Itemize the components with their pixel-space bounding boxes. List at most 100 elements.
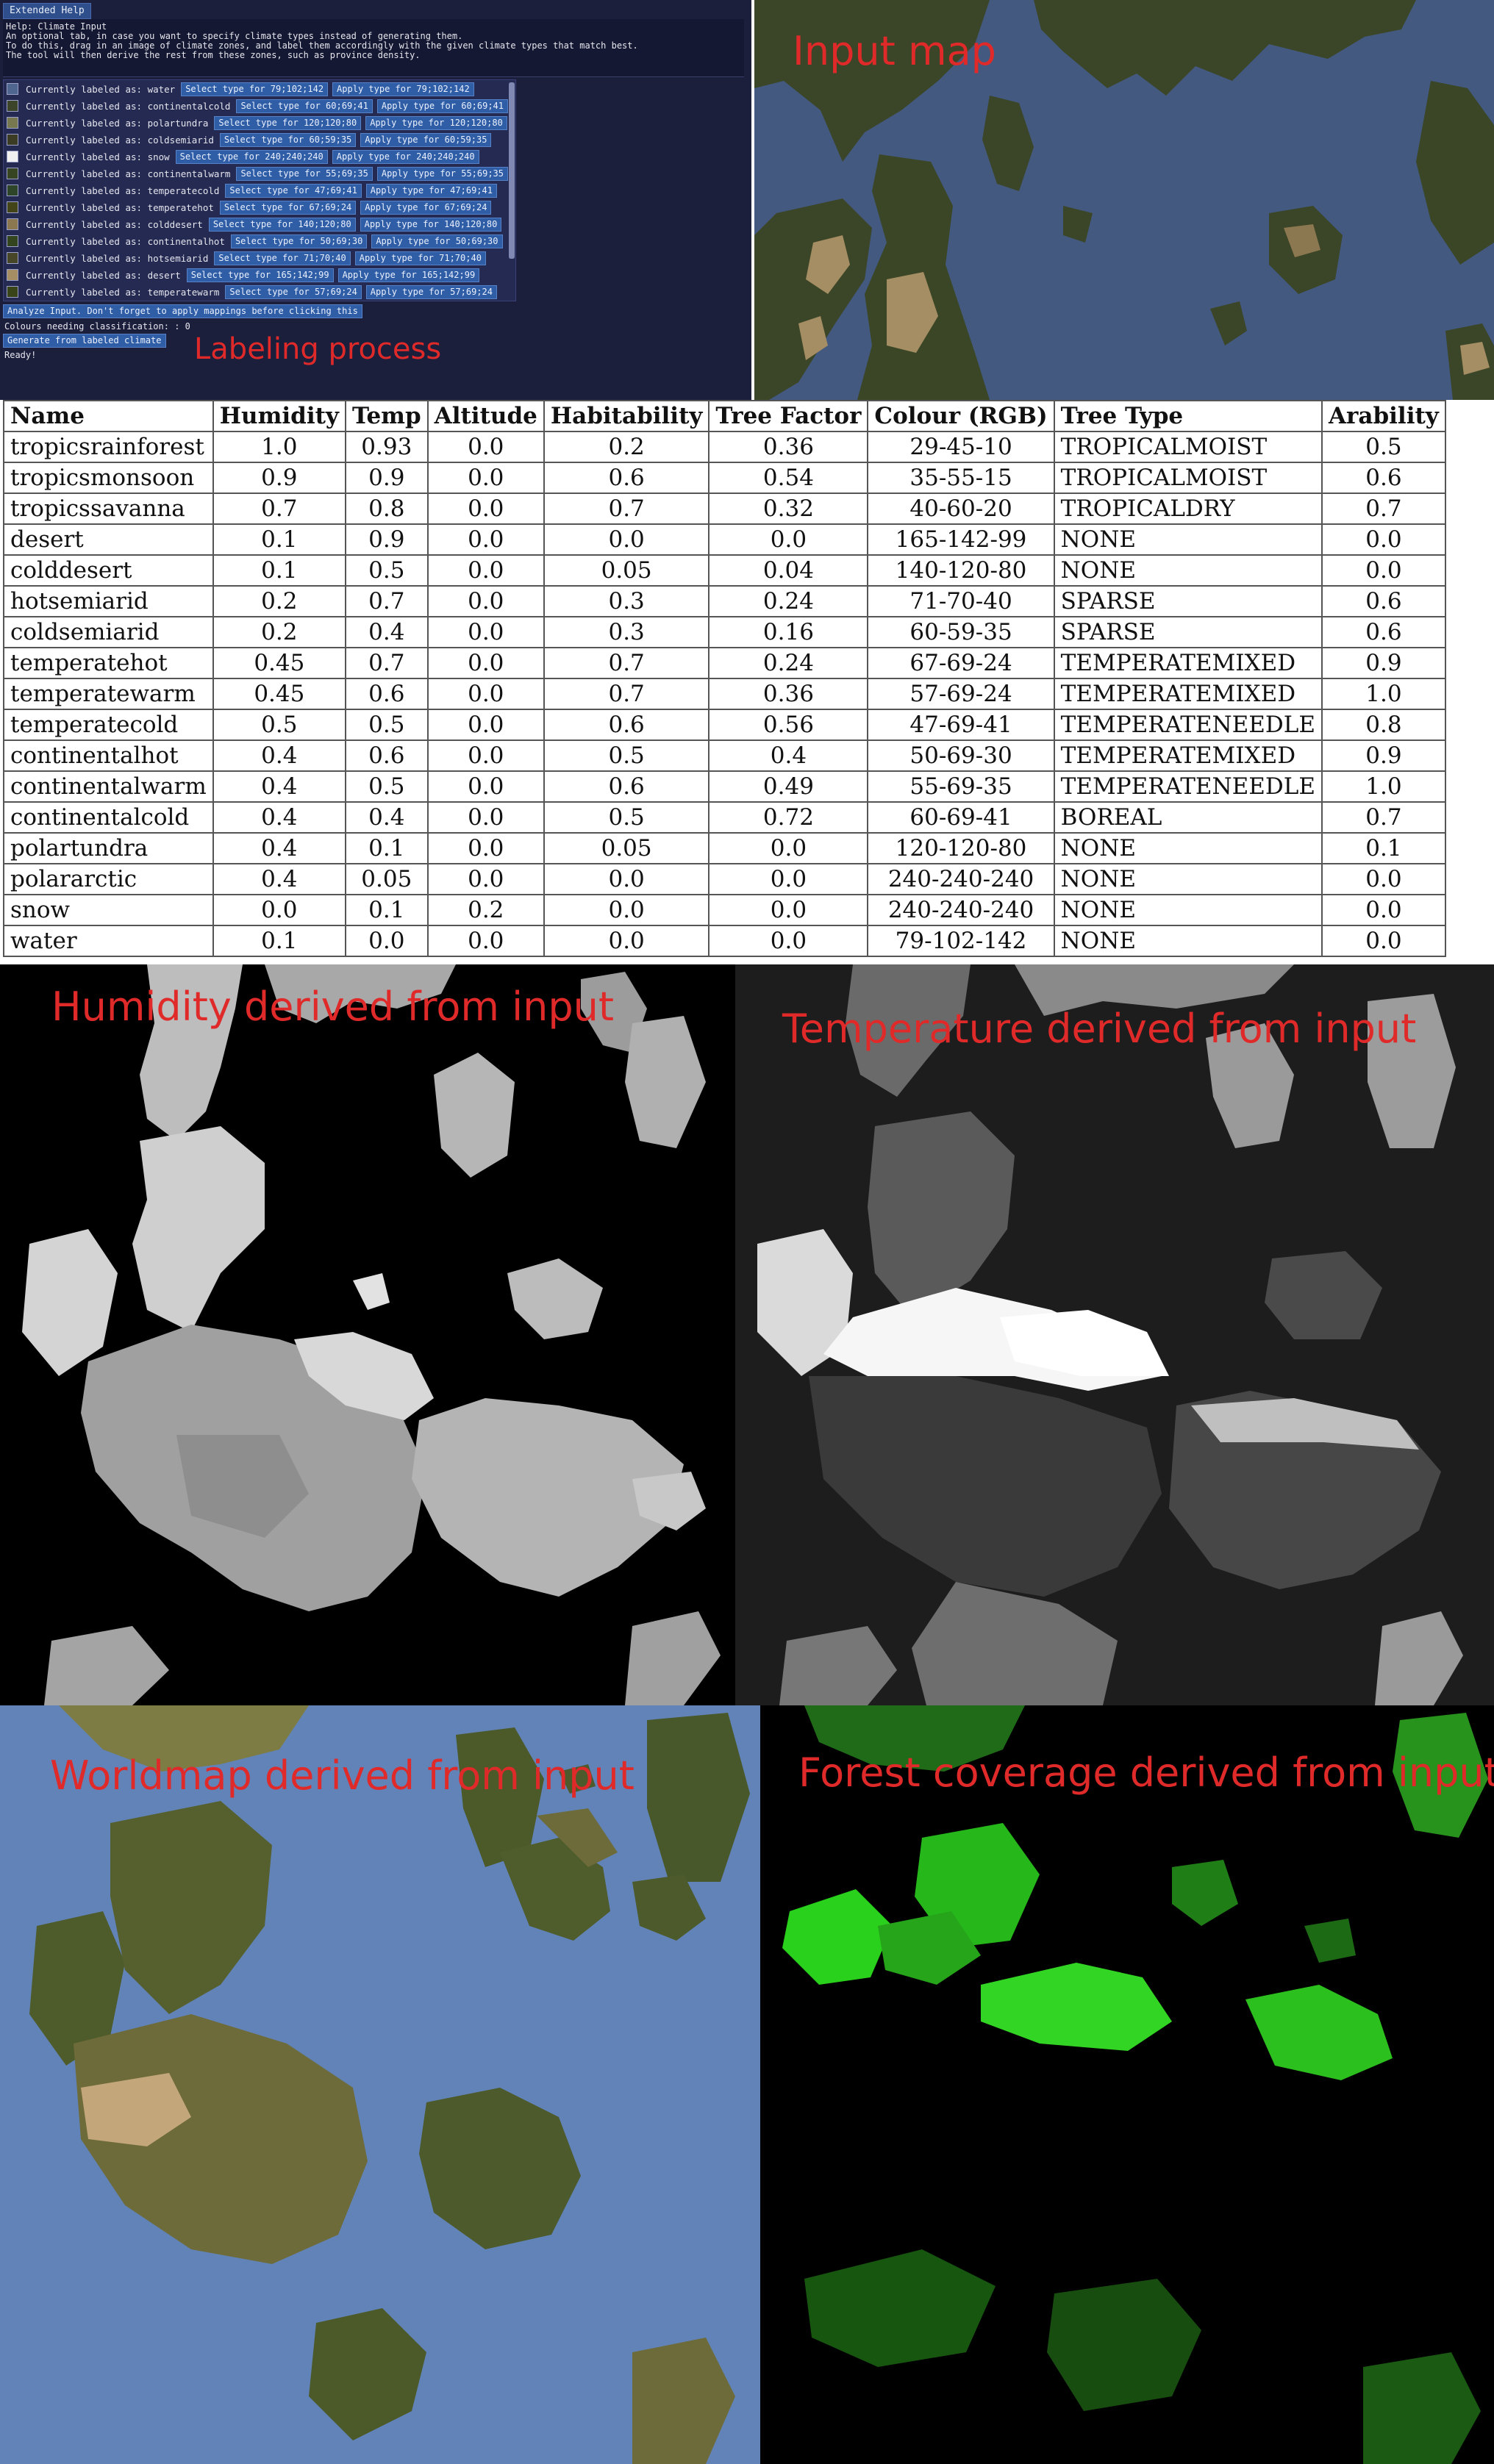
apply-type-button[interactable]: Apply type for 57;69;24 [365,284,497,299]
select-type-button[interactable]: Select type for 47;69;41 [225,183,362,198]
apply-type-button[interactable]: Apply type for 55;69;35 [376,166,509,181]
table-cell: temperatehot [3,647,214,679]
table-cell: 0.7 [543,493,710,525]
input-desert-patch [806,235,850,294]
table-cell: 0.7 [344,585,429,617]
world-landmass [559,1764,596,1794]
table-cell: polararctic [3,863,214,895]
table-cell: 0.9 [212,462,346,494]
column-header: Temp [344,400,429,432]
table-cell: 0.5 [1321,431,1446,463]
table-cell: 0.5 [212,709,346,741]
climate-input-panel: Extended Help Help: Climate Input An opt… [0,0,751,400]
table-cell: 0.7 [543,678,710,710]
table-cell: NONE [1053,832,1323,864]
table-cell: 0.6 [1321,616,1446,648]
table-cell: continentalwarm [3,770,214,803]
table-cell: 0.1 [212,523,346,556]
humidity-landmass [294,1332,434,1420]
apply-type-button[interactable]: Apply type for 50;69;30 [371,234,503,248]
generate-button[interactable]: Generate from labeled climate [3,334,166,348]
apply-type-button[interactable]: Apply type for 120;120;80 [365,115,507,130]
table-cell: 0.0 [708,925,869,957]
apply-type-button[interactable]: Apply type for 47;69;41 [365,183,497,198]
table-cell: 0.4 [212,801,346,834]
zones-scrollbar-thumb[interactable] [509,82,515,259]
analyze-input-button[interactable]: Analyze Input. Don't forget to apply map… [3,304,362,318]
forest-patch [1047,2279,1201,2411]
climate-table: Name Humidity Temp Altitude Habitability… [3,400,1446,957]
table-cell: 0.0 [426,523,545,556]
apply-type-button[interactable]: Apply type for 165;142;99 [337,268,480,282]
select-type-button[interactable]: Select type for 79;102;142 [181,82,329,96]
apply-type-button[interactable]: Apply type for 60;59;35 [360,132,492,147]
select-type-button[interactable]: Select type for 55;69;35 [236,166,373,181]
select-type-button[interactable]: Select type for 67;69;24 [219,200,357,215]
table-row: coldsemiarid 0.2 0.4 0.0 0.3 0.16 60-59-35 SPAR… [3,616,1446,648]
table-cell: 0.56 [708,709,869,741]
forest-patch [804,1705,1025,1772]
table-row: polartundra 0.4 0.1 0.0 0.05 0.0 120-120-80 NON… [3,832,1446,864]
apply-type-button[interactable]: Apply type for 79;102;142 [332,82,474,96]
forest-patch [981,1963,1172,2051]
zone-color-swatch [7,100,18,112]
select-type-button[interactable]: Select type for 60;69;41 [236,99,373,113]
table-cell: 0.2 [543,431,710,463]
table-cell: colddesert [3,554,214,587]
zone-row: Currently labeled as: temperatewarm Sele… [7,284,501,299]
zone-color-swatch [7,83,18,95]
table-cell: TROPICALDRY [1053,493,1323,525]
table-row: continentalhot 0.4 0.6 0.0 0.5 0.4 50-69-30 TEM… [3,739,1446,772]
table-header-row: Name Humidity Temp Altitude Habitability… [3,400,1446,432]
select-type-button[interactable]: Select type for 165;142;99 [186,268,334,282]
table-cell: 0.0 [426,431,545,463]
humidity-landmass [353,1273,390,1310]
select-type-button[interactable]: Select type for 60;59;35 [219,132,357,147]
table-cell: 0.0 [426,678,545,710]
table-cell: 0.0 [426,832,545,864]
select-type-button[interactable]: Select type for 57;69;24 [225,284,362,299]
table-cell: 0.4 [344,616,429,648]
forest-patch [1393,1713,1488,1838]
select-type-button[interactable]: Select type for 120;120;80 [214,115,362,130]
table-cell: 60-69-41 [867,801,1055,834]
table-cell: temperatewarm [3,678,214,710]
table-cell: continentalhot [3,739,214,772]
select-type-button[interactable]: Select type for 71;70;40 [214,251,351,265]
table-cell: NONE [1053,925,1323,957]
forest-map-label: Forest coverage derived from input [798,1749,1494,1796]
humidity-landmass [412,1398,684,1597]
table-cell: 0.32 [708,493,869,525]
table-cell: 0.0 [344,925,429,957]
select-type-button[interactable]: Select type for 140;120;80 [208,217,356,232]
table-cell: 0.1 [1321,832,1446,864]
colours-needing-classification: Colours needing classification: : 0 [4,321,190,332]
column-header: Name [3,400,214,432]
column-header: Altitude [426,400,545,432]
world-landmass [59,1705,309,1772]
apply-type-button[interactable]: Apply type for 67;69;24 [360,200,492,215]
apply-type-button[interactable]: Apply type for 60;69;41 [376,99,509,113]
select-type-button[interactable]: Select type for 240;240;240 [175,149,328,164]
humidity-landmass [140,964,243,1141]
table-cell: 60-59-35 [867,616,1055,648]
humidity-landmass [22,1229,118,1376]
table-cell: 0.9 [1321,739,1446,772]
temperature-landmass [1000,1310,1169,1376]
table-cell: TEMPERATEMIXED [1053,739,1323,772]
table-cell: 0.7 [212,493,346,525]
table-cell: 47-69-41 [867,709,1055,741]
apply-type-button[interactable]: Apply type for 140;120;80 [360,217,502,232]
zone-color-swatch [7,269,18,281]
table-cell: TROPICALMOIST [1053,462,1323,494]
table-cell: 0.05 [543,554,710,587]
select-type-button[interactable]: Select type for 50;69;30 [230,234,368,248]
apply-type-button[interactable]: Apply type for 71;70;40 [354,251,486,265]
extended-help-tab[interactable]: Extended Help [3,3,91,19]
apply-type-button[interactable]: Apply type for 240;240;240 [332,149,479,164]
column-header: Humidity [212,400,346,432]
world-map-terrain [29,1705,750,2464]
table-cell: 0.0 [426,616,545,648]
input-landmass [1034,0,1416,96]
temperature-map-image: Temperature derived from input [735,964,1494,1705]
